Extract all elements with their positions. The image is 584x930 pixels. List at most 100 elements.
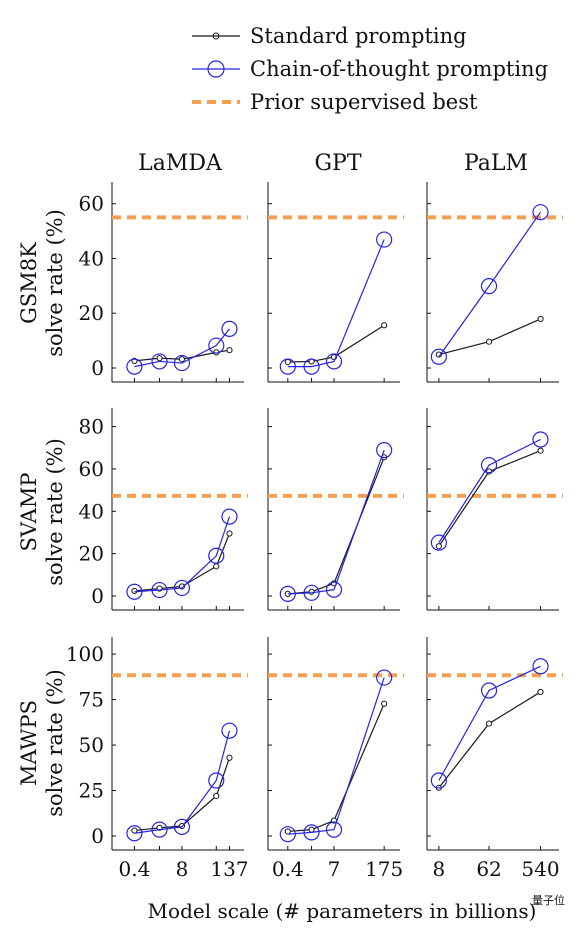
cot-point [151,353,168,370]
cot-point [126,583,143,600]
standard-series-line [134,533,231,592]
y-tick-label: 50 [79,733,104,757]
standard-series-line [287,703,385,833]
y-tick-label: 25 [79,779,104,803]
cot-point [221,722,238,739]
legend-prior-label: Prior supervised best [250,90,478,114]
standard-point [213,563,220,570]
standard-point [131,587,138,595]
row-ylabel-svamp: solve rate (%) [43,438,67,586]
standard-point [213,792,220,800]
standard-point [226,754,233,761]
standard-series-line [438,691,541,789]
standard-point [308,826,315,833]
y-tick-label: 20 [79,301,104,325]
y-tick-label: 80 [79,415,104,439]
standard-point [284,828,291,835]
y-tick-label: 100 [66,642,104,666]
cot-series-line [287,239,385,368]
row-dataset-svamp: SVAMP [17,473,41,552]
cot-point [279,826,296,843]
y-tick-label: 60 [79,192,104,216]
cot-point [208,547,225,564]
panel-gsm8k-gpt [267,182,404,383]
standard-point [485,468,493,475]
column-title-lamda: LaMDA [138,151,223,176]
standard-point [537,447,544,454]
x-axis-title: Model scale (# parameters in billions) [148,899,537,923]
standard-point [226,347,233,354]
cot-point [279,585,296,602]
cot-point [430,772,447,789]
panel-svamp-palm [426,408,563,611]
cot-point [303,824,320,841]
x-tick-label: 7 [328,857,341,881]
cot-point [376,441,393,459]
cot-point [480,457,498,474]
cot-point [151,821,168,838]
standard-point [178,356,186,363]
row-ylabel-gsm8k: solve rate (%) [43,209,67,357]
standard-series-line [287,457,385,595]
standard-point [226,530,233,537]
standard-point [156,355,163,362]
cot-point [325,353,343,370]
y-tick-label: 0 [91,584,104,608]
standard-point [131,827,138,834]
cot-point [126,358,143,375]
standard-point [485,338,493,345]
watermark: 量子位 [532,893,565,907]
x-tick-label: 175 [365,857,403,881]
cot-series-line [287,449,385,595]
cot-point [430,348,447,365]
cot-point [480,278,498,295]
x-tick-label: 8 [176,857,189,881]
panel-mawps-gpt: 0.4 7 175 [267,637,404,881]
cot-point [325,581,343,598]
y-tick-label: 40 [79,246,104,270]
column-title-gpt: GPT [314,151,361,176]
row-ylabel-mawps: solve rate (%) [43,669,67,817]
panel-mawps-palm: 8 62 540 [426,637,563,881]
panels: 0 20 40 60 0 20 40 60 80 0 25 50 75 100 0.4 8 137 0.4 7 175… [66,182,563,881]
column-title-palm: PaLM [464,151,528,176]
cot-point [208,772,225,789]
standard-point [381,700,388,707]
cot-point [173,579,191,597]
row-label-gsm8k: GSM8K solve rate (%) [17,209,67,357]
y-tick-label: 40 [79,499,104,523]
cot-point [532,204,549,221]
panel-svamp-gpt [267,408,404,611]
y-tick-label: 20 [79,542,104,566]
standard-point [537,315,544,323]
cot-point [480,682,498,699]
cot-point [376,231,393,248]
cot-series-line [438,665,541,781]
cot-series-line [438,211,542,358]
cot-point [173,354,191,372]
row-dataset-mawps: MAWPS [17,700,41,786]
cot-point [325,821,343,838]
y-tick-label: 60 [79,457,104,481]
standard-point [284,358,291,366]
row-label-svamp: SVAMP solve rate (%) [17,438,67,586]
standard-series-line [438,318,541,356]
legend-cot-marker [207,60,225,78]
x-tick-label: 0.4 [119,857,151,881]
standard-point [537,688,544,696]
cot-point [303,584,320,601]
cot-series-line [134,516,231,593]
legend-standard-marker [212,32,220,40]
x-tick-label: 62 [476,857,501,881]
cot-point [376,669,393,686]
standard-point [485,720,493,727]
cot-point [303,358,320,375]
cot-point [173,818,191,836]
standard-point [381,322,388,329]
y-tick-label: 75 [79,688,104,712]
x-tick-label: 8 [433,857,446,881]
panel-svamp-lamda: 0 20 40 60 80 [79,408,248,611]
cot-point [221,320,238,337]
cot-point [221,508,238,525]
panel-gsm8k-lamda: 0 20 40 60 [79,182,248,383]
